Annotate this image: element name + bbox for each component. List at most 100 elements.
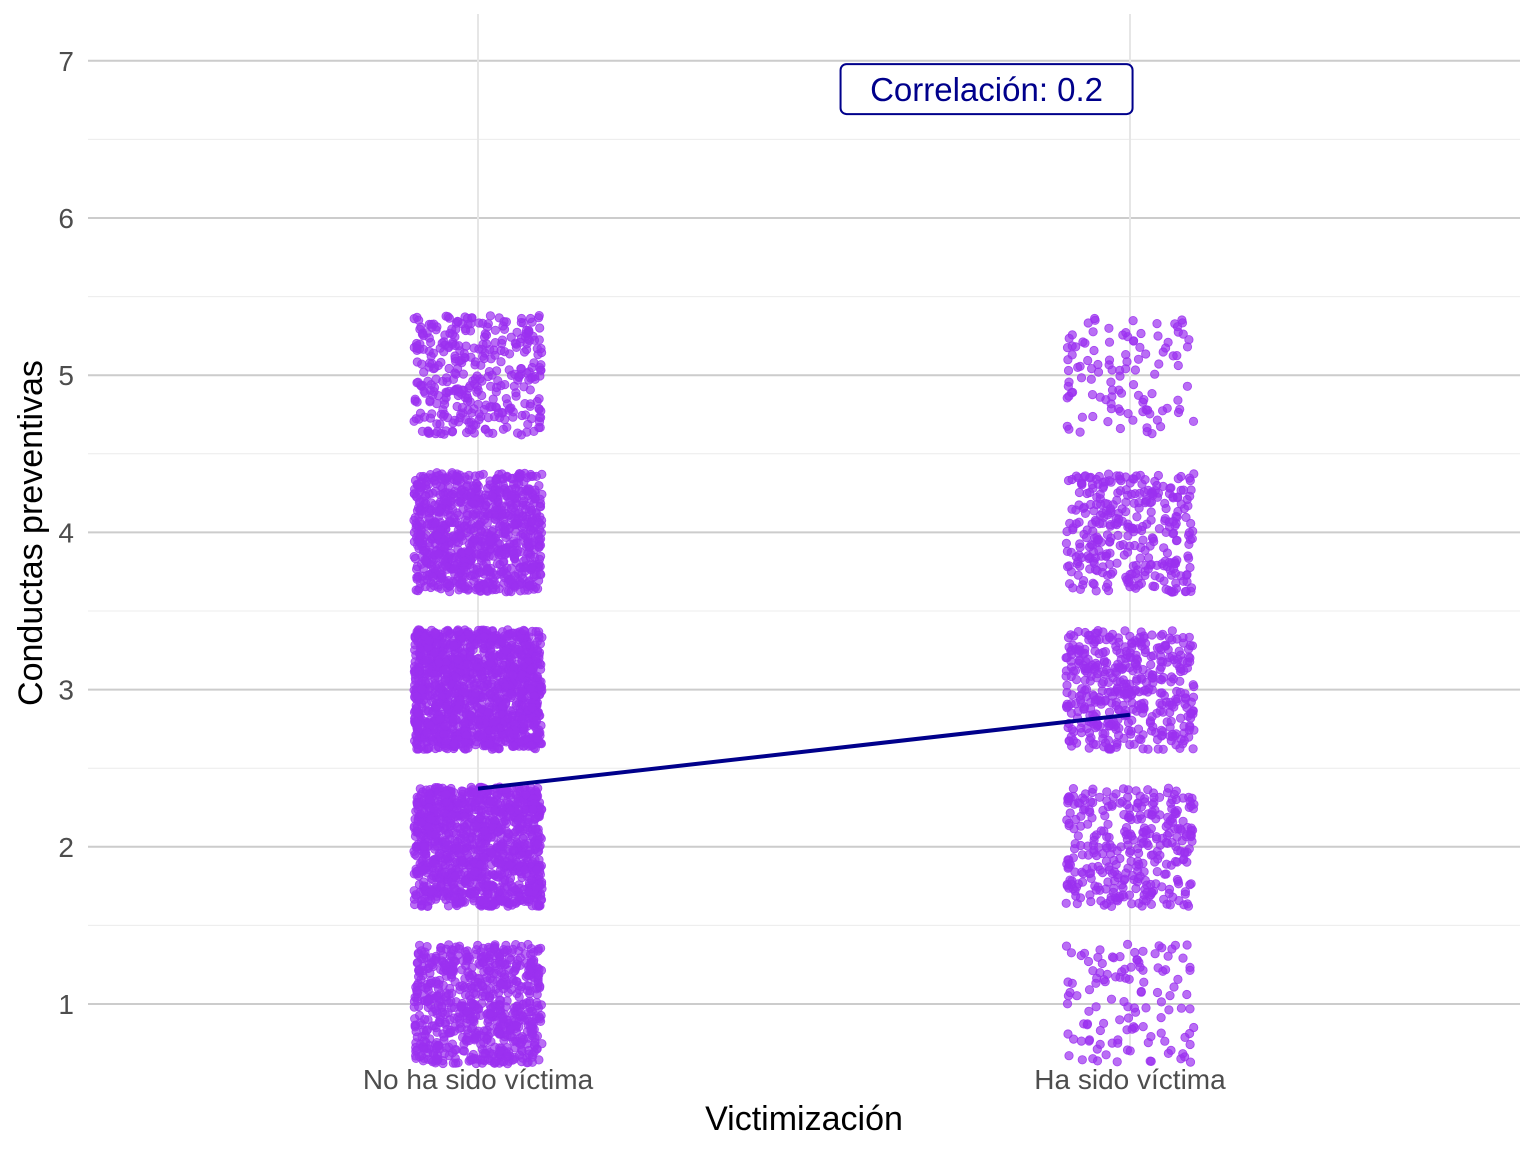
data-point [1154, 941, 1164, 951]
data-point [534, 335, 544, 345]
data-point [520, 839, 530, 849]
data-point [532, 671, 543, 682]
data-point [423, 985, 433, 996]
data-point [424, 489, 434, 499]
data-point [513, 815, 523, 826]
data-point [519, 625, 529, 636]
data-point [488, 551, 498, 561]
data-point [473, 653, 483, 664]
data-point [424, 333, 434, 343]
data-point [500, 414, 510, 425]
data-point [427, 572, 438, 582]
data-point [419, 386, 429, 396]
data-point [1103, 819, 1113, 829]
data-point [501, 681, 511, 691]
data-point [462, 313, 472, 323]
data-point [537, 469, 547, 479]
data-point [451, 672, 461, 682]
data-point [435, 490, 445, 500]
data-point [534, 480, 544, 491]
data-point [490, 325, 500, 335]
data-point [483, 319, 493, 329]
data-point [438, 554, 448, 565]
data-point [1156, 997, 1167, 1007]
data-point [1118, 784, 1129, 794]
data-point [1182, 940, 1192, 950]
data-point [482, 707, 493, 717]
data-point [466, 408, 477, 418]
data-point [460, 688, 470, 698]
data-point [534, 554, 545, 564]
data-point [500, 519, 510, 529]
data-point [1153, 963, 1163, 973]
data-point [1080, 803, 1090, 814]
data-point [424, 802, 434, 813]
data-point [1170, 807, 1180, 817]
data-point [426, 1055, 437, 1065]
data-point [513, 644, 523, 655]
data-point [1061, 898, 1071, 908]
data-point [485, 796, 496, 807]
data-point [1165, 816, 1175, 826]
data-point [514, 892, 525, 902]
data-point [1127, 831, 1137, 841]
data-point [495, 1046, 505, 1056]
data-point [473, 520, 483, 530]
data-point [414, 497, 424, 507]
data-point [1099, 975, 1109, 985]
data-point [462, 952, 472, 962]
data-point [445, 516, 455, 526]
data-point [527, 1049, 538, 1060]
data-point [432, 531, 443, 541]
data-point [502, 471, 512, 481]
data-point [530, 691, 540, 701]
data-point [435, 419, 445, 429]
data-point [491, 403, 502, 413]
data-point [436, 357, 446, 367]
data-point [1107, 1038, 1117, 1048]
data-point [478, 682, 488, 692]
data-point [1132, 802, 1142, 813]
data-point [495, 979, 506, 989]
data-point [1101, 884, 1111, 894]
data-point [530, 494, 540, 504]
data-point [415, 530, 425, 540]
data-point [1088, 1054, 1098, 1064]
data-point [534, 542, 544, 553]
data-point [471, 835, 482, 845]
data-point [433, 1041, 443, 1051]
data-point [429, 386, 439, 397]
data-point [1150, 857, 1160, 867]
data-point [449, 739, 459, 749]
data-point [531, 715, 541, 726]
data-point [489, 968, 499, 979]
data-point [465, 381, 475, 391]
data-point [1130, 947, 1140, 958]
data-point [503, 586, 514, 596]
data-point [485, 689, 496, 699]
data-point [519, 382, 529, 392]
data-point [441, 701, 451, 712]
data-point [459, 1046, 469, 1056]
data-point [448, 714, 458, 724]
data-point [452, 481, 462, 491]
data-point [1125, 847, 1135, 858]
data-point [465, 326, 476, 336]
data-point [472, 505, 482, 515]
data-point [497, 895, 507, 906]
data-point [1151, 879, 1161, 889]
data-point [419, 881, 429, 891]
data-point [412, 628, 423, 639]
data-point [534, 627, 544, 637]
data-point [459, 565, 469, 575]
data-point [412, 343, 422, 353]
data-point [532, 727, 542, 738]
data-point [440, 675, 450, 685]
data-point [445, 496, 455, 507]
data-point [1069, 799, 1079, 809]
data-point [520, 531, 531, 541]
data-point [1076, 1036, 1087, 1046]
data-point [500, 816, 511, 826]
data-point [1088, 966, 1098, 976]
data-point [504, 727, 514, 737]
